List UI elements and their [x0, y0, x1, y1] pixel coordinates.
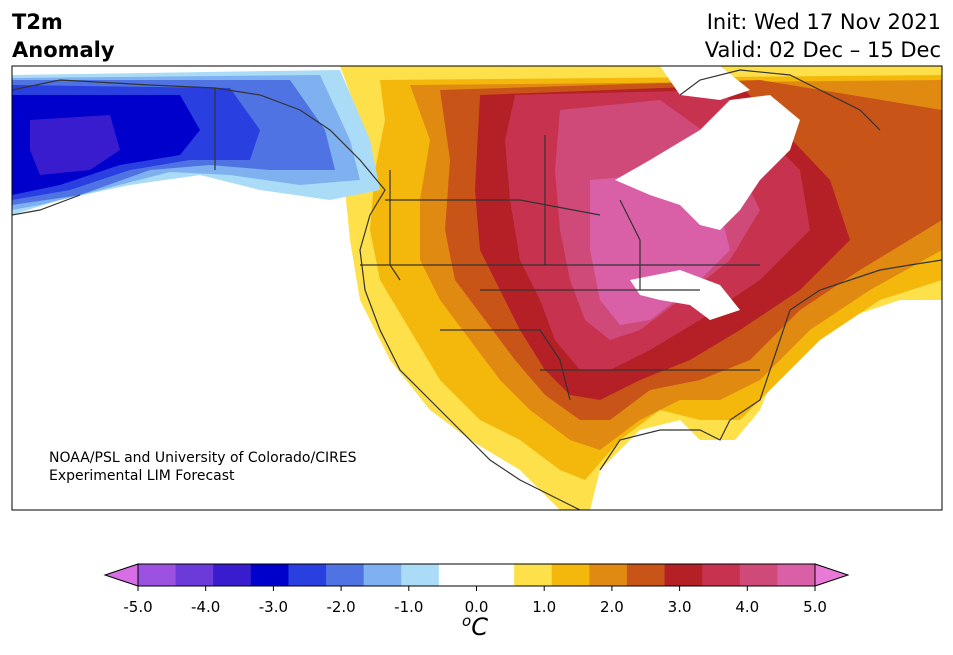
colorbar-tick-label: -2.0: [326, 598, 355, 616]
colorbar-extend-high: [814, 563, 850, 587]
figure-title: T2m Anomaly: [12, 8, 115, 64]
colorbar-segment: [288, 564, 327, 586]
credit-text: NOAA/PSL and University of Colorado/CIRE…: [49, 449, 357, 485]
credit-line-2: Experimental LIM Forecast: [49, 468, 235, 484]
colorbar-segment: [589, 564, 628, 586]
colorbar-segment: [438, 564, 477, 586]
map-frame: [11, 65, 943, 511]
credit-line-1: NOAA/PSL and University of Colorado/CIRE…: [49, 450, 357, 466]
colorbar-segment: [175, 564, 214, 586]
unit-letter: C: [471, 613, 488, 641]
colorbar-segment: [138, 564, 177, 586]
colorbar-tick-label: -4.0: [191, 598, 220, 616]
colorbar-tick-label: -1.0: [394, 598, 423, 616]
unit-degree: o: [462, 612, 472, 630]
valid-range: Valid: 02 Dec – 15 Dec: [704, 38, 941, 62]
colorbar-tick-label: 1.0: [532, 598, 556, 616]
coastlines: [12, 69, 942, 510]
colorbar-tick-label: -5.0: [123, 598, 152, 616]
colorbar-segments: [103, 563, 850, 587]
colorbar-segment: [702, 564, 741, 586]
colorbar-segment: [777, 564, 816, 586]
colorbar-tick-label: 3.0: [668, 598, 692, 616]
canadian-arctic-gap: [660, 66, 750, 100]
colorbar-segment: [551, 564, 590, 586]
colorbar-tick-label: -3.0: [259, 598, 288, 616]
title-line-2: Anomaly: [12, 38, 115, 62]
colorbar-segment: [401, 564, 440, 586]
init-date: Init: Wed 17 Nov 2021: [706, 10, 941, 34]
colorbar-tick-label: 4.0: [735, 598, 759, 616]
hudson-bay: [615, 95, 800, 230]
anomaly-field-cold-indigo: [30, 115, 120, 175]
colorbar-segment: [213, 564, 252, 586]
colorbar-segment: [250, 564, 289, 586]
colorbar-segment: [363, 564, 402, 586]
colorbar-segment: [476, 564, 515, 586]
colorbar-tick-label: 5.0: [803, 598, 827, 616]
colorbar-tick-label: 0.0: [465, 598, 489, 616]
anomaly-map: [11, 65, 943, 511]
great-lakes: [630, 270, 740, 320]
colorbar-segment: [626, 564, 666, 586]
colorbar-unit: oC: [462, 612, 488, 641]
colorbar-segment: [739, 564, 778, 586]
colorbar-segment: [326, 564, 365, 586]
colorbar-ticks: -5.0 -4.0 -3.0 -2.0 -1.0 0.0 1.0 2.0 3.0 4.0 5.0: [123, 586, 827, 616]
colorbar-segment: [514, 564, 553, 586]
colorbar-segment: [664, 564, 703, 586]
forecast-dates: Init: Wed 17 Nov 2021 Valid: 02 Dec – 15…: [705, 8, 941, 64]
title-line-1: T2m: [12, 10, 63, 34]
colorbar-tick-label: 2.0: [600, 598, 624, 616]
colorbar-extend-low: [103, 563, 139, 587]
